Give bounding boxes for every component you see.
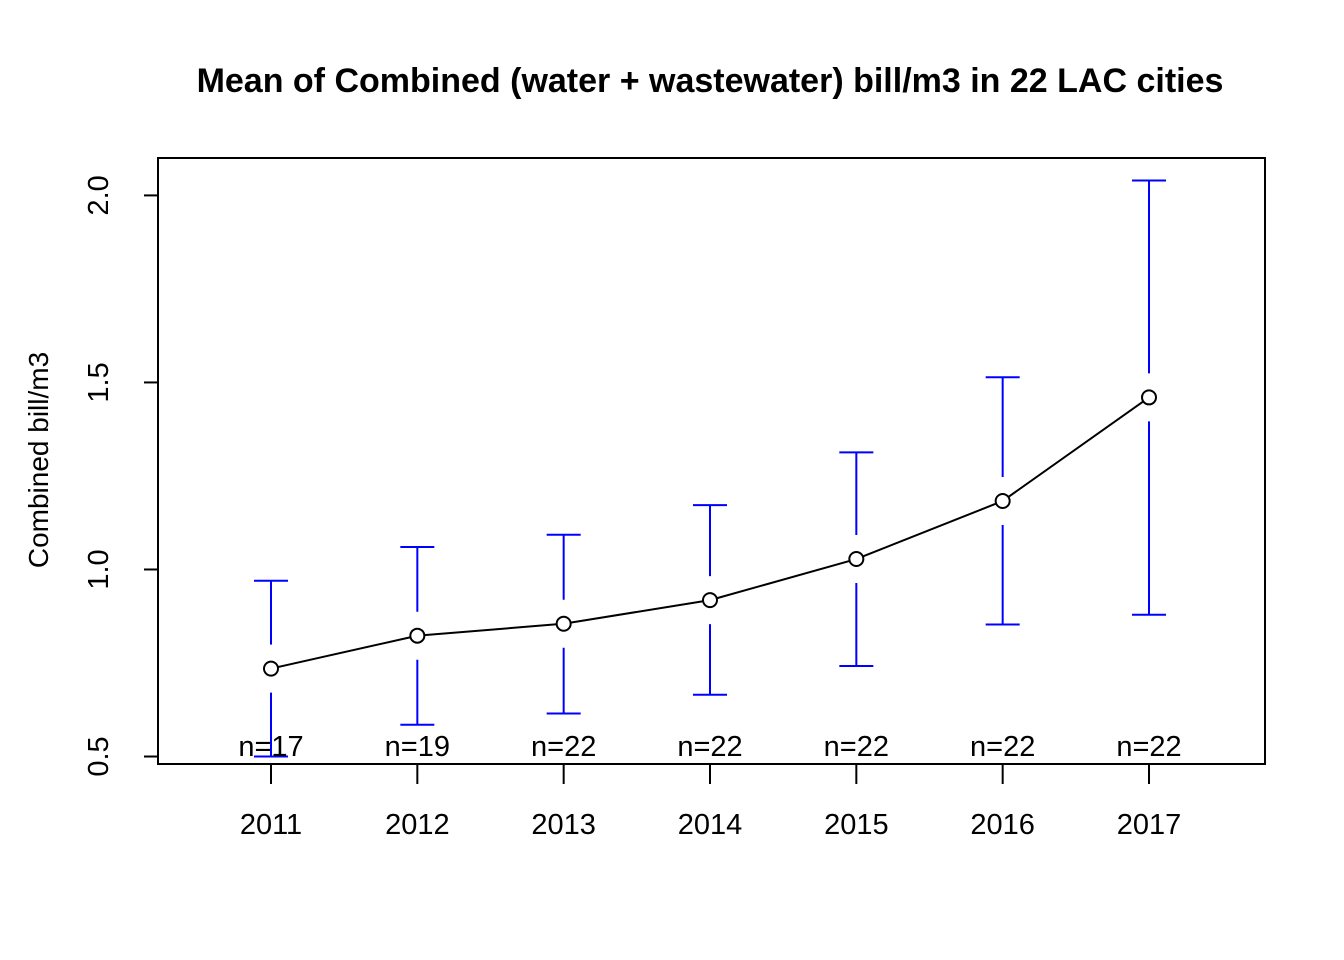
y-tick-label: 0.5 [83, 736, 115, 776]
x-tick-label: 2013 [531, 809, 596, 841]
mean-line-segment [424, 623, 557, 637]
mean-point [702, 592, 718, 609]
sample-size-label: n=22 [531, 731, 596, 763]
mean-line-segment [570, 600, 704, 624]
y-tick-label: 1.0 [83, 549, 115, 589]
sample-size-label: n=22 [824, 731, 889, 763]
y-axis-label: Combined bill/m3 [23, 352, 54, 568]
x-tick-label: 2016 [970, 809, 1035, 841]
mean-point [1141, 389, 1157, 406]
sample-size-label: n=19 [385, 731, 450, 763]
y-tick-label: 1.5 [83, 362, 115, 402]
x-tick-label: 2014 [678, 809, 743, 841]
mean-line-segment [277, 636, 411, 669]
mean-line-segment [862, 502, 997, 558]
mean-line-segment [1007, 400, 1144, 498]
x-tick-label: 2015 [824, 809, 889, 841]
mean-point [263, 660, 279, 677]
mean-point [409, 627, 426, 644]
y-tick-label: 2.0 [83, 175, 115, 215]
sample-size-label: n=17 [238, 731, 303, 763]
sample-size-label: n=22 [970, 731, 1035, 763]
chart-title: Mean of Combined (water + wastewater) bi… [197, 62, 1224, 100]
x-tick-label: 2011 [240, 809, 302, 841]
mean-point [994, 493, 1011, 510]
mean-point [555, 615, 572, 632]
sample-size-label: n=22 [677, 731, 742, 763]
sample-size-label: n=22 [1116, 731, 1181, 763]
plot-area: 0.5 1.0 1.5 2.0 2011 2012 2013 2014 2015 2016 2017… [83, 175, 1182, 841]
x-tick-label: 2017 [1117, 809, 1182, 841]
mean-point [848, 551, 865, 568]
mean-line-segment [716, 559, 850, 600]
x-tick-label: 2012 [385, 809, 450, 841]
plot-frame [157, 157, 1266, 765]
